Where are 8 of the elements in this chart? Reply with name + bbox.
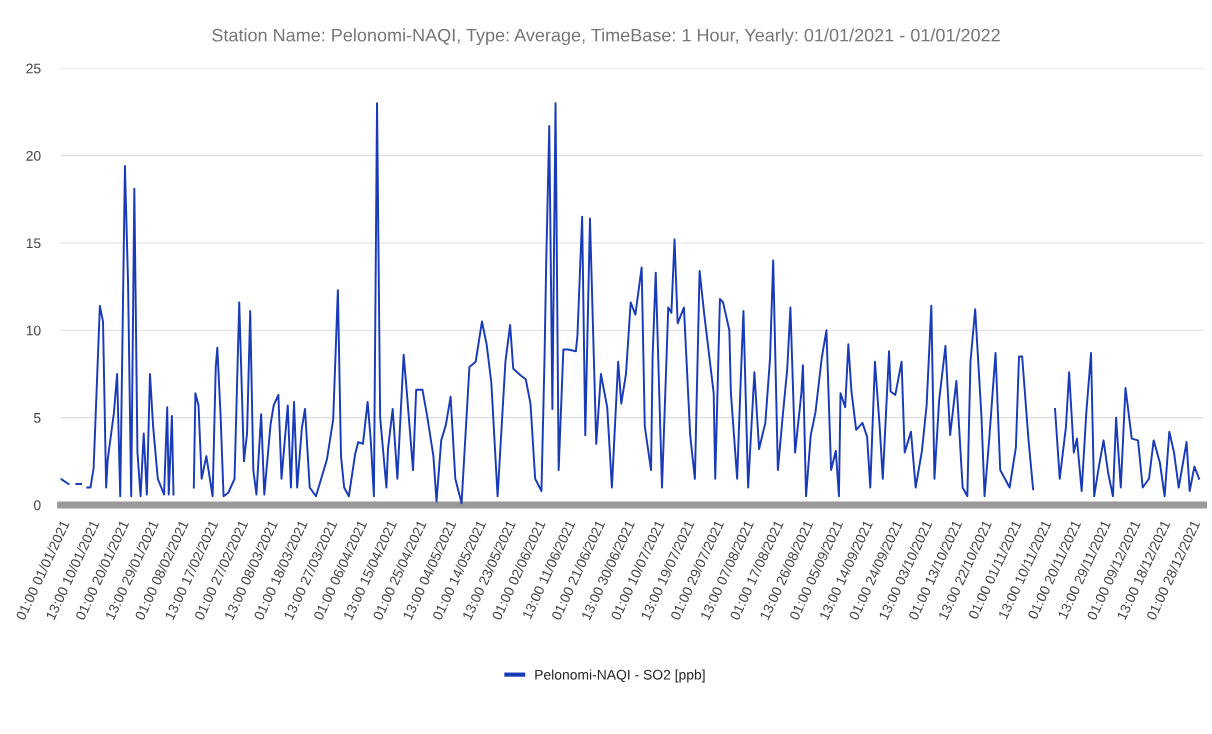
y-tick-label: 5 xyxy=(33,413,41,423)
y-tick-label: 25 xyxy=(26,63,41,74)
y-tick-label: 15 xyxy=(26,238,41,249)
y-tick-label: 0 xyxy=(33,500,41,511)
chart-title: Station Name: Pelonomi-NAQI, Type: Average, TimeBase: 1 Hour, Yearly: 01/01/2021 - 01/01/2022 xyxy=(212,28,1000,46)
y-tick-label: 20 xyxy=(26,150,41,161)
y-tick-label: 10 xyxy=(26,325,41,336)
legend-label: Pelonomi-NAQI - SO2 [ppb] xyxy=(535,669,705,683)
